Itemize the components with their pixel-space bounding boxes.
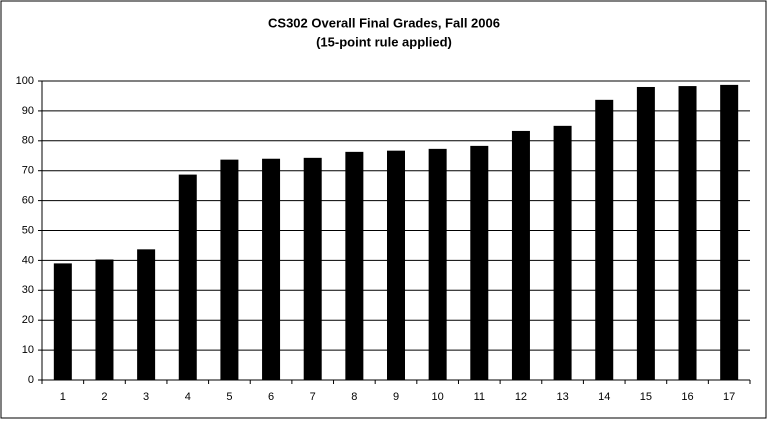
bar xyxy=(220,159,239,380)
bar xyxy=(678,86,697,380)
y-tick-label: 60 xyxy=(22,195,34,207)
bar xyxy=(137,249,156,380)
y-tick-label: 10 xyxy=(22,344,34,356)
bar xyxy=(470,145,489,380)
bar xyxy=(428,148,447,380)
x-tick-label: 17 xyxy=(723,391,735,403)
x-tick-label: 7 xyxy=(310,391,316,403)
bar xyxy=(262,158,281,380)
x-tick-label: 3 xyxy=(143,391,149,403)
bar xyxy=(178,174,197,380)
bar xyxy=(511,130,530,380)
chart-subtitle: (15-point rule applied) xyxy=(316,34,452,49)
x-tick-label: 4 xyxy=(185,391,191,403)
x-tick-label: 15 xyxy=(640,391,652,403)
x-tick-label: 16 xyxy=(681,391,693,403)
x-tick-label: 5 xyxy=(226,391,232,403)
y-tick-label: 50 xyxy=(22,224,34,236)
bar xyxy=(303,157,322,380)
x-tick-label: 14 xyxy=(598,391,610,403)
y-tick-label: 70 xyxy=(22,165,34,177)
y-tick-label: 80 xyxy=(22,135,34,147)
x-tick-label: 12 xyxy=(515,391,527,403)
bar xyxy=(636,86,655,380)
x-tick-label: 1 xyxy=(60,391,66,403)
bar xyxy=(595,99,614,380)
bar xyxy=(345,151,364,380)
x-tick-label: 8 xyxy=(351,391,357,403)
bar xyxy=(53,263,72,380)
y-tick-label: 100 xyxy=(16,75,34,87)
bar xyxy=(95,259,114,380)
y-tick-label: 40 xyxy=(22,254,34,266)
chart-title: CS302 Overall Final Grades, Fall 2006 xyxy=(268,15,500,30)
x-tick-label: 2 xyxy=(101,391,107,403)
bar xyxy=(720,84,739,381)
x-tick-label: 13 xyxy=(556,391,568,403)
y-tick-label: 20 xyxy=(22,314,34,326)
x-tick-label: 10 xyxy=(432,391,444,403)
y-tick-label: 30 xyxy=(22,284,34,296)
bar xyxy=(553,125,572,380)
y-tick-label: 90 xyxy=(22,105,34,117)
bar xyxy=(387,150,405,380)
x-tick-label: 6 xyxy=(268,391,274,403)
y-tick-label: 0 xyxy=(28,374,34,386)
x-tick-label: 11 xyxy=(474,391,485,403)
x-tick-label: 9 xyxy=(393,391,399,403)
